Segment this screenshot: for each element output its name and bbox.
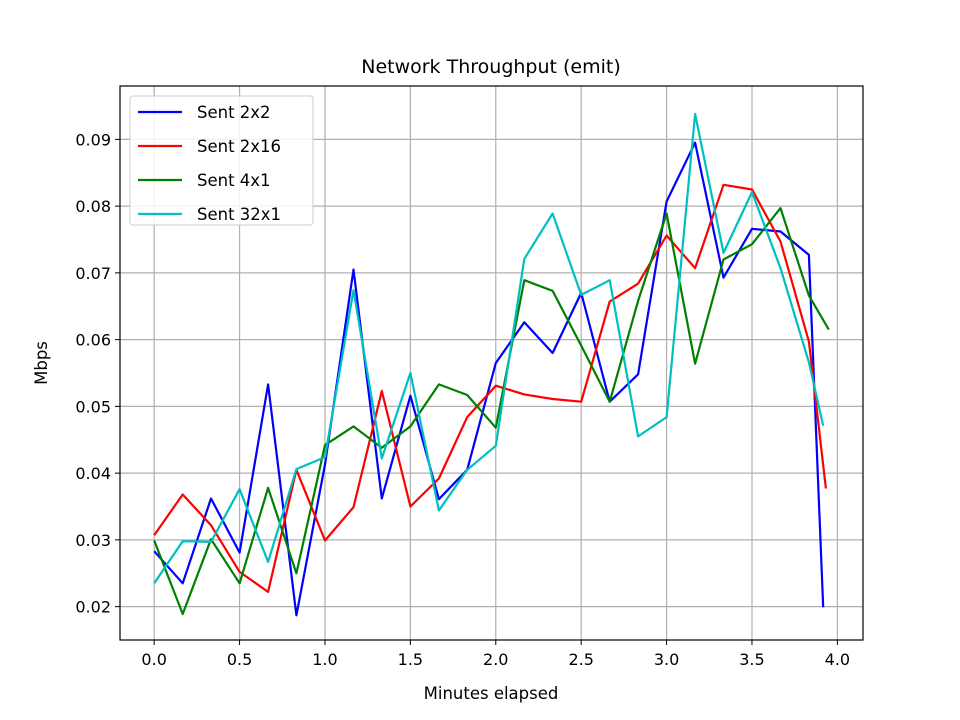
legend-label-sent-2x16: Sent 2x16 bbox=[197, 137, 281, 156]
x-axis-title: Minutes elapsed bbox=[424, 684, 559, 703]
chart-title: Network Throughput (emit) bbox=[361, 56, 621, 78]
series-line-sent-2x2 bbox=[153, 141, 825, 617]
x-tick-label: 3.0 bbox=[654, 650, 679, 669]
y-axis: 0.02 0.03 0.04 0.05 0.06 0.07 0.08 0.09 bbox=[75, 130, 120, 617]
x-tick-label: 4.0 bbox=[825, 650, 850, 669]
legend-label-sent-4x1: Sent 4x1 bbox=[197, 171, 271, 190]
x-tick-label: 0.0 bbox=[141, 650, 166, 669]
y-tick-label: 0.03 bbox=[75, 531, 111, 550]
y-axis-title: Mbps bbox=[32, 341, 51, 385]
y-tick-label: 0.09 bbox=[75, 130, 111, 149]
plot-frame bbox=[119, 85, 864, 641]
y-tick-label: 0.02 bbox=[75, 598, 111, 617]
y-tick-label: 0.05 bbox=[75, 397, 111, 416]
x-tick-label: 3.5 bbox=[739, 650, 764, 669]
series-line-sent-4x1 bbox=[153, 207, 830, 616]
grid-lines bbox=[120, 86, 863, 640]
legend-box bbox=[129, 95, 314, 226]
x-tick-label: 2.0 bbox=[483, 650, 508, 669]
series-line-sent-32x1 bbox=[153, 112, 825, 584]
series-lines bbox=[153, 112, 830, 617]
x-tick-label: 0.5 bbox=[227, 650, 252, 669]
x-tick-label: 1.0 bbox=[312, 650, 337, 669]
y-tick-label: 0.04 bbox=[75, 464, 111, 483]
legend: Sent 2x2 Sent 2x16 Sent 4x1 Sent 32x1 bbox=[129, 95, 314, 226]
x-tick-label: 1.5 bbox=[398, 650, 423, 669]
y-tick-label: 0.06 bbox=[75, 331, 111, 350]
x-axis: 0.0 0.5 1.0 1.5 2.0 2.5 3.0 3.5 4.0 bbox=[141, 640, 850, 669]
y-tick-label: 0.07 bbox=[75, 264, 111, 283]
y-tick-label: 0.08 bbox=[75, 197, 111, 216]
legend-label-sent-2x2: Sent 2x2 bbox=[197, 103, 271, 122]
legend-label-sent-32x1: Sent 32x1 bbox=[197, 205, 281, 224]
series-line-sent-2x16 bbox=[153, 183, 827, 594]
x-tick-label: 2.5 bbox=[568, 650, 593, 669]
